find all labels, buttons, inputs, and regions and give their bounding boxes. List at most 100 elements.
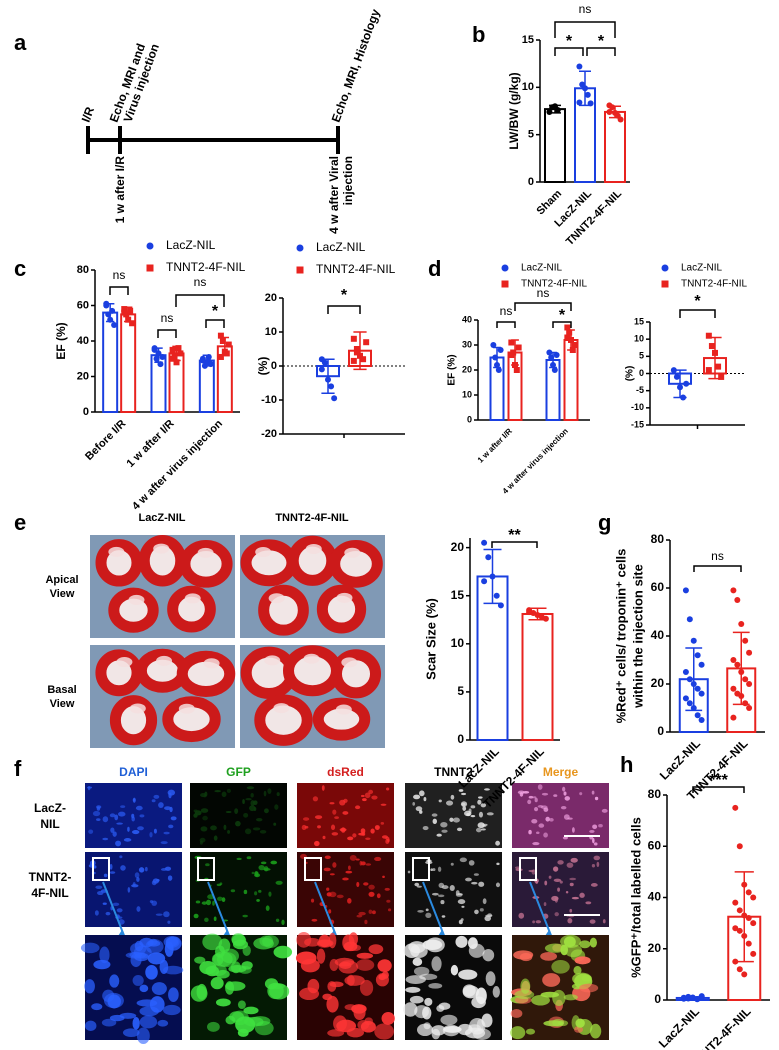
cell-signal [230,889,236,893]
panel-letter: f [14,756,22,781]
significance-bracket [514,302,572,311]
cell-signal [543,902,547,907]
cell-signal [537,784,543,790]
cell-signal [409,995,424,1004]
cell-signal [253,806,257,811]
data-point [690,705,697,711]
legend-label: TNNT2-4F-NIL [521,279,588,290]
data-point [686,616,693,623]
significance-label: * [341,287,348,304]
cell-signal [170,816,177,821]
significance-label: * [694,293,701,310]
y-tick-label: 0 [639,368,644,378]
cell-signal [358,911,366,916]
y-tick-label: 10 [522,81,534,93]
cell-signal [510,1026,526,1040]
cell-signal [151,982,167,995]
data-point [677,384,683,391]
cell-signal [589,919,596,924]
cell-signal [374,856,382,862]
cell-signal [431,1025,446,1036]
y-tick-label: 5 [457,684,464,698]
data-point [173,359,180,366]
cell-signal [532,842,540,846]
x-tick-label: 1 w after I/R [476,426,514,464]
data-point [526,609,533,616]
data-point [553,352,560,358]
cell-signal [591,863,596,868]
cell-signal [334,816,339,819]
cell-signal [316,948,326,964]
y-tick-label: 80 [77,264,89,276]
cell-signal [120,805,126,809]
cell-signal [210,977,224,990]
cell-signal [204,917,209,923]
cell-signal [479,908,484,912]
data-point [546,108,553,115]
cell-signal [450,794,455,800]
cell-signal [496,862,500,866]
cell-signal [416,1023,434,1037]
y-tick-label: 10 [265,326,277,338]
cell-signal [205,863,210,867]
cell-signal [332,862,337,868]
scar-patch [336,592,353,603]
data-point [698,690,705,697]
cell-signal [225,981,235,995]
cell-signal [562,836,569,840]
significance-bracket [692,786,745,793]
cell-signal [359,979,374,996]
y-tick-label: 0 [528,176,534,188]
cell-signal [330,824,336,831]
cell-signal [317,825,321,829]
cell-signal [544,943,566,953]
cell-signal [160,841,168,845]
cell-signal [360,794,365,798]
data-point [121,309,128,316]
cell-signal [131,884,139,888]
cell-signal [345,870,353,874]
y-tick-label: 15 [451,588,465,602]
cell-signal [520,978,531,994]
cell-signal [432,818,438,825]
cell-signal [131,829,140,835]
data-point [353,346,360,352]
cell-signal [419,810,423,814]
cell-signal [431,956,442,972]
cell-signal [139,814,145,818]
panel-letter: b [472,22,485,47]
cell-signal [405,986,421,993]
heart-slice [179,540,233,588]
cell-signal [574,1026,584,1033]
zoom-arrow [422,881,446,939]
cell-signal [213,916,217,921]
data-point [746,649,753,656]
cell-signal [384,887,390,891]
data-point [576,63,583,70]
cell-signal [593,855,601,861]
significance-bracket [554,21,616,38]
data-point [732,925,739,932]
data-point [497,347,504,353]
scar-patch [255,547,272,558]
y-tick-label: 15 [634,316,644,326]
cell-signal [579,792,583,796]
zoom-box [92,857,110,881]
cell-signal [242,799,245,805]
cell-signal [109,871,116,874]
data-point [219,338,226,344]
cell-signal [168,792,172,799]
data-point [584,91,591,98]
data-point [217,332,224,339]
data-point [207,361,214,368]
legend-label: LacZ-NIL [681,263,723,274]
data-point [617,116,624,123]
cell-signal [528,795,534,799]
cell-signal [258,889,262,893]
data-point [129,320,136,327]
cell-signal [412,801,416,806]
data-point [736,907,743,914]
data-point [489,573,496,580]
data-point [495,367,502,373]
cell-signal [164,806,172,811]
